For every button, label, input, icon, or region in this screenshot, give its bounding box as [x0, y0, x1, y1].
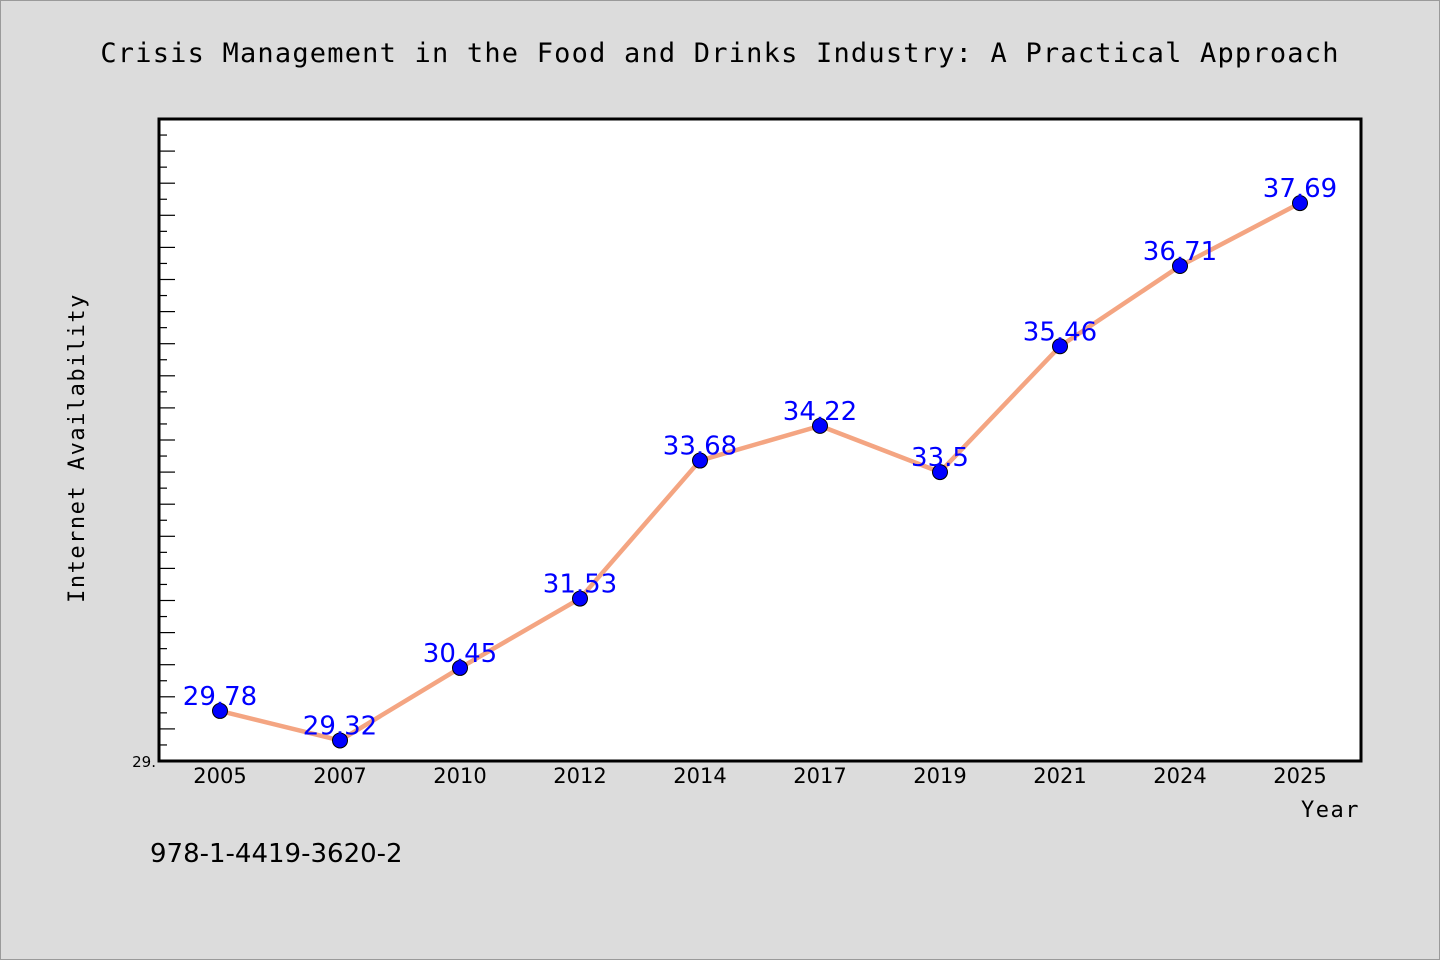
data-label: 30.45	[423, 639, 497, 669]
data-label: 33.68	[663, 432, 737, 462]
data-label: 34.22	[783, 397, 857, 427]
data-label: 29.32	[303, 711, 377, 741]
data-point	[932, 464, 948, 481]
data-label: 35.46	[1023, 317, 1097, 347]
y-axis-label: Internet Availability	[65, 293, 90, 603]
series-polyline	[217, 200, 1303, 743]
series-line	[217, 200, 1303, 743]
data-label: 29.78	[183, 682, 257, 712]
data-point	[572, 590, 588, 607]
x-tick-label: 2012	[553, 764, 606, 788]
data-points	[212, 195, 1308, 749]
data-point	[1172, 258, 1188, 275]
x-tick-label: 2025	[1273, 764, 1326, 788]
y-axis-ticks	[159, 134, 175, 746]
chart-title: Crisis Management in the Food and Drinks…	[100, 38, 1339, 69]
data-label: 36.71	[1143, 237, 1217, 267]
x-tick-label: 2007	[313, 764, 366, 788]
data-point	[212, 702, 228, 719]
data-label: 33.5	[911, 443, 969, 473]
y-tick-label: 29.	[132, 753, 156, 771]
data-label: 37.69	[1263, 174, 1337, 204]
data-labels: 29.78 29.32 30.45 31.53 33.68 34.22 33.5 35.46 3…	[183, 174, 1337, 741]
data-point	[452, 659, 468, 676]
x-tick-label: 2021	[1033, 764, 1086, 788]
x-tick-label: 2024	[1153, 764, 1206, 788]
data-point	[332, 732, 348, 749]
x-tick-label: 2010	[433, 764, 486, 788]
x-tick-label: 2017	[793, 764, 846, 788]
data-point	[1052, 338, 1068, 355]
x-tick-label: 2014	[673, 764, 726, 788]
x-tick-label: 2019	[913, 764, 966, 788]
x-tick-label: 2005	[193, 764, 246, 788]
data-label: 31.53	[543, 570, 617, 600]
data-point	[812, 417, 828, 434]
x-axis-label: Year	[1301, 798, 1360, 823]
isbn-footer: 978-1-4419-3620-2	[150, 839, 403, 869]
plot-area	[157, 117, 1363, 763]
data-point	[692, 452, 708, 469]
data-point	[1292, 195, 1308, 212]
x-axis-ticks: 2005 2007 2010 2012 2014 2017 2019 2021 2024 2025	[193, 764, 1326, 788]
